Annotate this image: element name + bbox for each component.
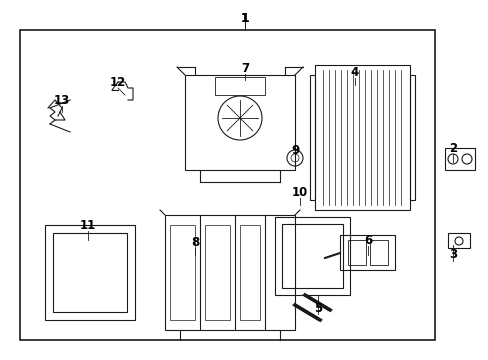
Bar	[369, 240, 387, 265]
Bar	[204, 225, 229, 320]
Bar	[309, 75, 314, 200]
Text: 8: 8	[190, 235, 199, 248]
Bar	[215, 77, 264, 95]
Bar	[164, 215, 294, 330]
Text: 13: 13	[54, 94, 70, 107]
Bar	[45, 225, 135, 320]
Text: 2: 2	[448, 141, 456, 154]
Bar	[444, 148, 474, 170]
Bar	[170, 225, 195, 320]
Bar	[282, 224, 342, 288]
Text: 3: 3	[448, 248, 456, 261]
Text: 12: 12	[110, 76, 126, 89]
Bar	[53, 233, 127, 312]
Bar	[314, 65, 409, 210]
Bar	[347, 240, 365, 265]
Text: 1: 1	[240, 12, 249, 24]
Bar	[339, 235, 394, 270]
Text: 7: 7	[241, 62, 248, 75]
Text: 5: 5	[313, 302, 322, 315]
Text: 10: 10	[291, 185, 307, 198]
Bar	[20, 30, 434, 340]
Bar	[274, 217, 349, 295]
Bar	[447, 233, 469, 248]
Text: 9: 9	[290, 144, 299, 157]
Bar	[184, 75, 294, 170]
Text: 4: 4	[350, 66, 358, 78]
Bar	[409, 75, 414, 200]
Text: 6: 6	[363, 234, 371, 247]
Text: 11: 11	[80, 219, 96, 231]
Text: 1: 1	[241, 12, 248, 24]
Bar	[240, 225, 260, 320]
